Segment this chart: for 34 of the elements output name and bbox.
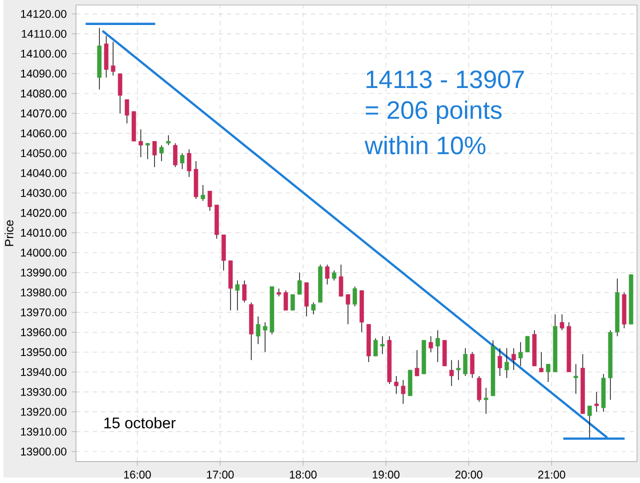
y-tick-label: 14060.00 bbox=[21, 129, 66, 138]
y-tick-label: 13940.00 bbox=[21, 368, 66, 376]
x-tick-label: 18:00 bbox=[290, 470, 317, 478]
y-tick-label: 13990.00 bbox=[21, 268, 66, 276]
annotation: 14113 - 13907 bbox=[366, 70, 524, 88]
x-tick-label: 19:00 bbox=[372, 470, 400, 478]
annotation: 15 october bbox=[104, 416, 176, 428]
y-axis-title: Price bbox=[4, 220, 14, 246]
annotation: = 206 points bbox=[366, 100, 502, 124]
y-tick-label: 14110.00 bbox=[22, 30, 66, 38]
y-tick-label: 13980.00 bbox=[21, 288, 66, 296]
annotation: within 10% bbox=[364, 136, 486, 154]
y-tick-label: 13910.00 bbox=[21, 428, 66, 436]
y-tick-label: 13950.00 bbox=[21, 348, 66, 356]
y-tick-label: 14080.00 bbox=[21, 89, 66, 98]
y-tick-label: 14000.00 bbox=[21, 248, 66, 256]
y-tick-label: 14040.00 bbox=[21, 168, 66, 177]
y-tick-label: 13930.00 bbox=[21, 388, 66, 396]
y-tick-label: 14030.00 bbox=[21, 188, 66, 197]
x-tick-label: 17:00 bbox=[207, 470, 234, 478]
x-tick-label: 16:00 bbox=[124, 470, 151, 478]
y-tick-label: 14010.00 bbox=[21, 228, 66, 237]
y-tick-label: 13970.00 bbox=[21, 308, 66, 316]
y-tick-label: 14100.00 bbox=[21, 50, 66, 58]
y-tick-label: 14120.00 bbox=[21, 10, 66, 18]
x-tick-label: 21:00 bbox=[538, 470, 566, 478]
x-tick-label: 20:00 bbox=[455, 470, 482, 478]
y-tick-label: 14020.00 bbox=[21, 208, 66, 217]
y-tick-label: 14050.00 bbox=[21, 149, 66, 158]
y-tick-label: 13900.00 bbox=[21, 448, 66, 456]
y-tick-label: 13960.00 bbox=[21, 328, 66, 336]
y-tick-label: 14070.00 bbox=[21, 109, 66, 118]
y-tick-label: 13920.00 bbox=[21, 408, 66, 416]
y-tick-label: 14090.00 bbox=[21, 70, 66, 78]
